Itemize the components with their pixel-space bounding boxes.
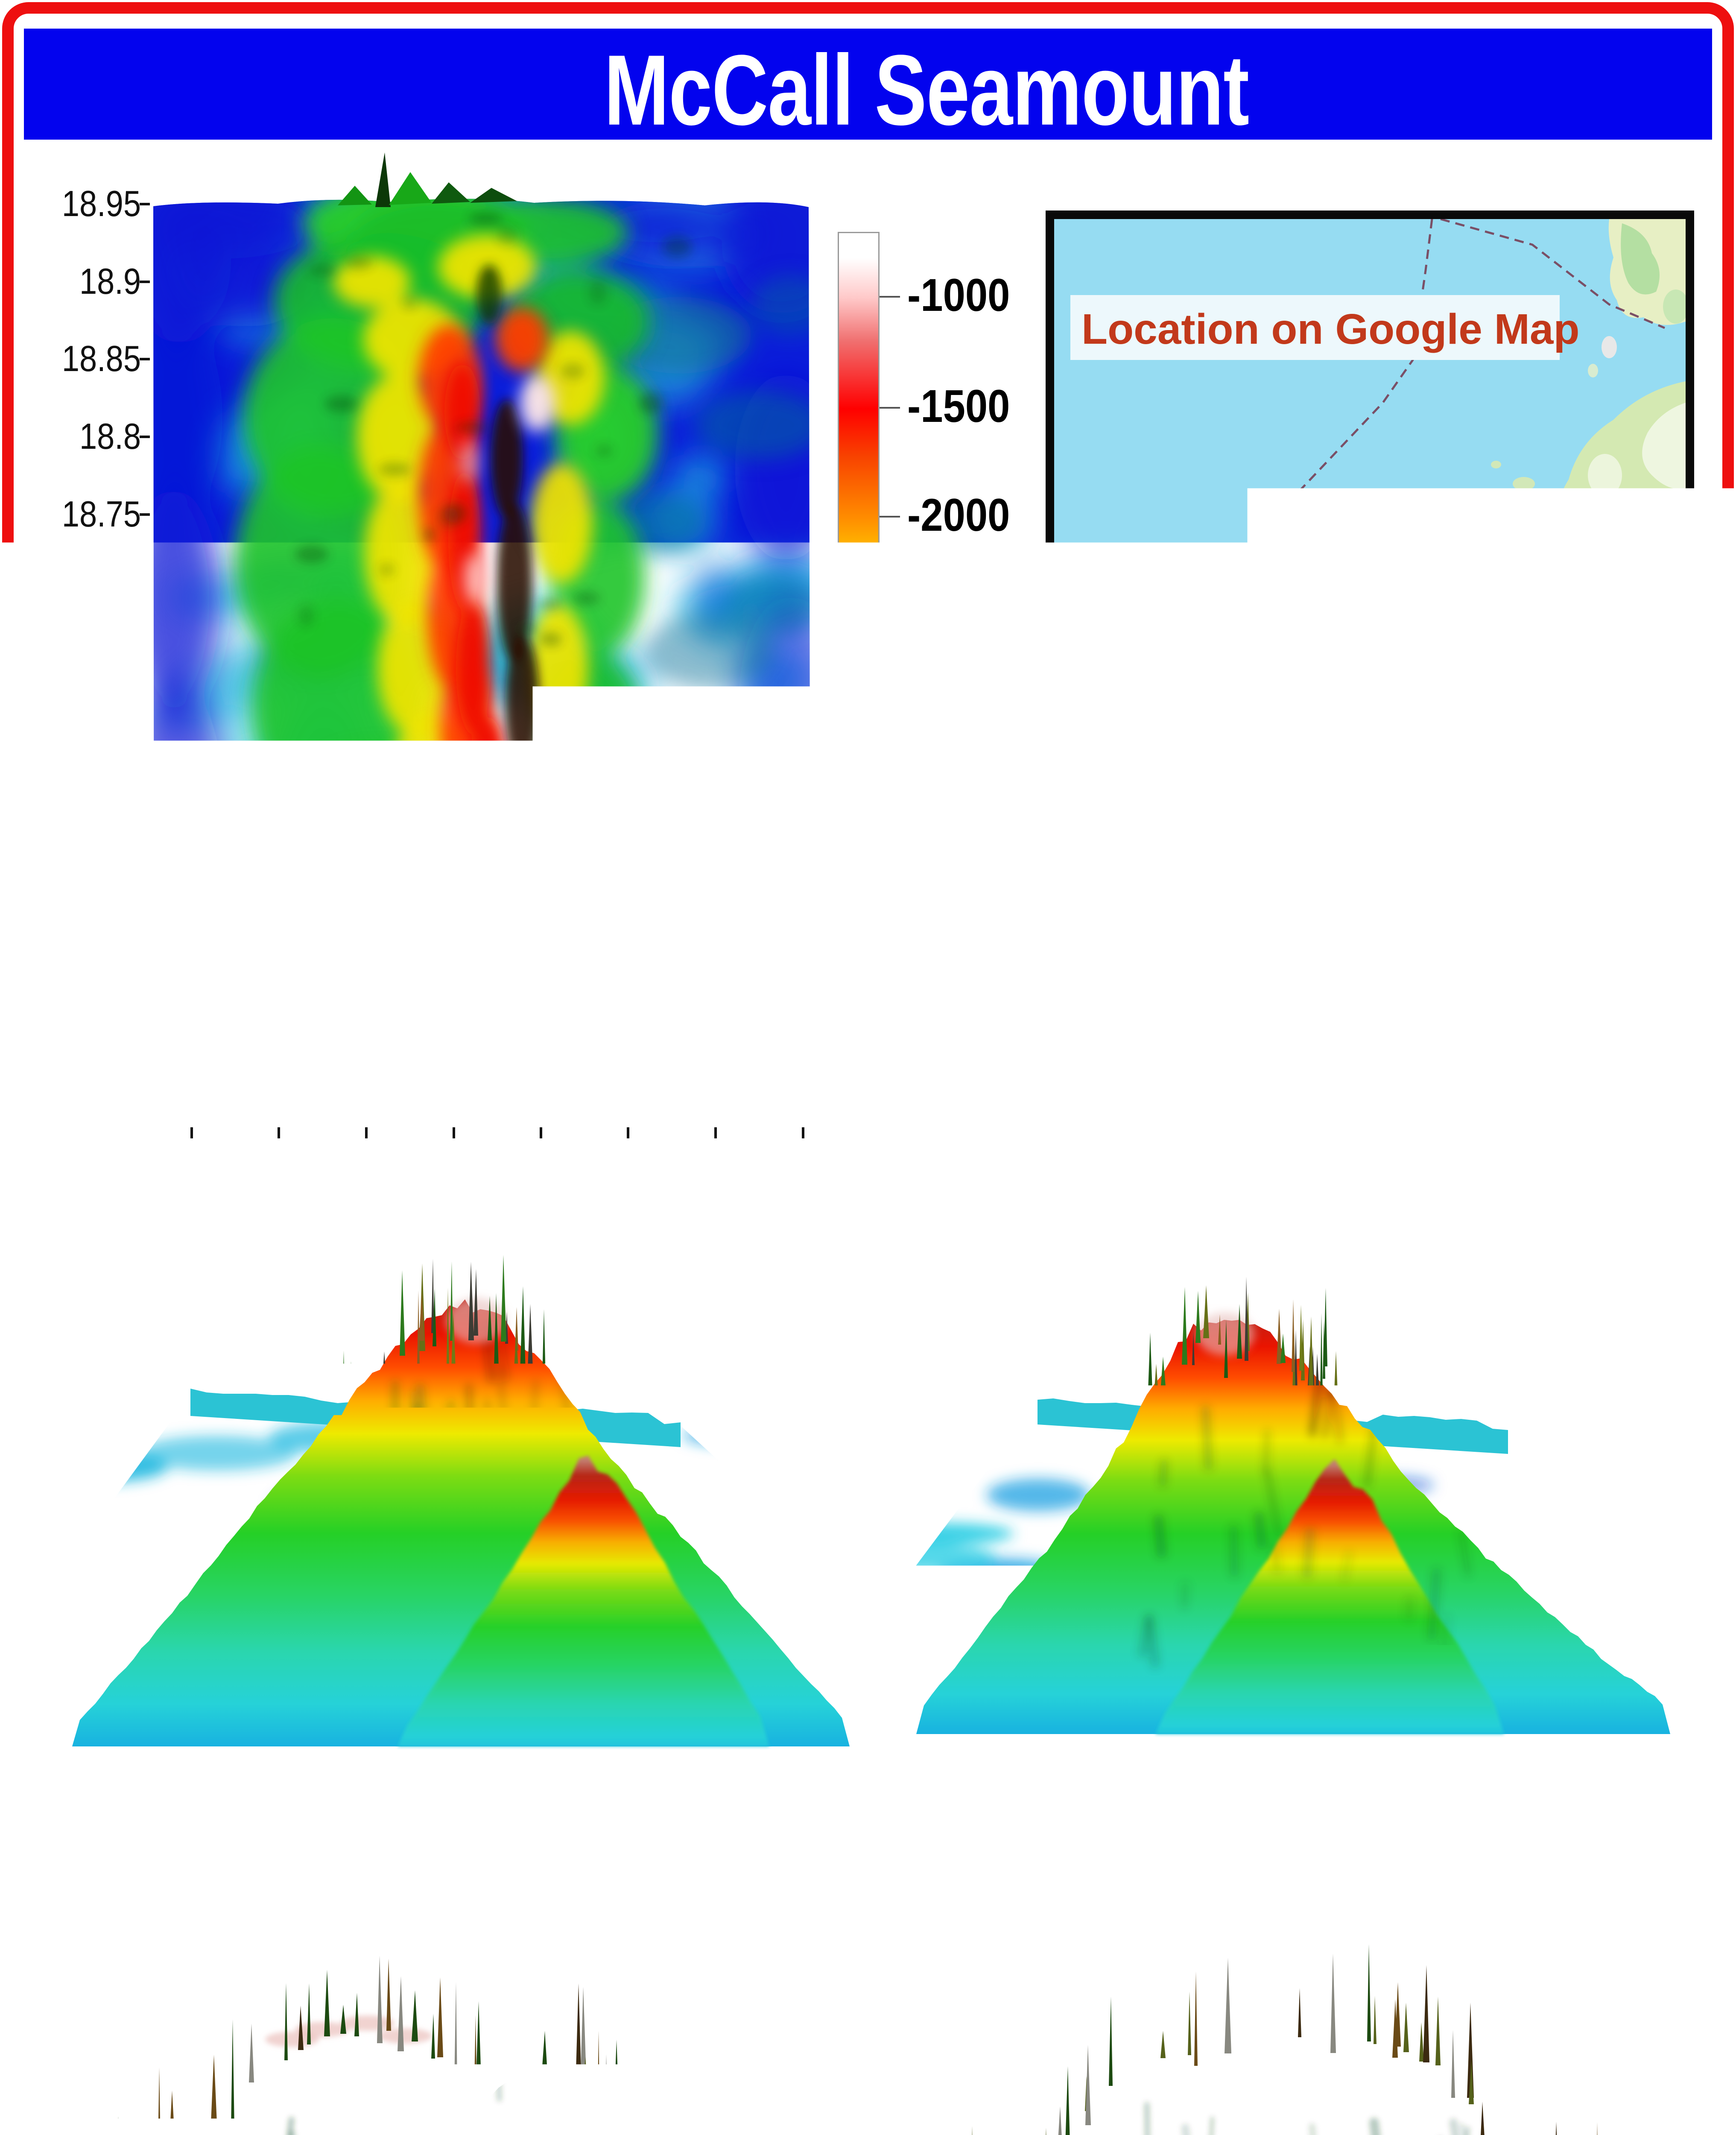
svg-text:Pacific: Pacific bbox=[1322, 608, 1382, 630]
svg-text:Location on Google Map: Location on Google Map bbox=[1081, 305, 1580, 353]
svg-text:Ocean: Ocean bbox=[1324, 650, 1384, 673]
svg-text:North: North bbox=[1330, 565, 1379, 588]
